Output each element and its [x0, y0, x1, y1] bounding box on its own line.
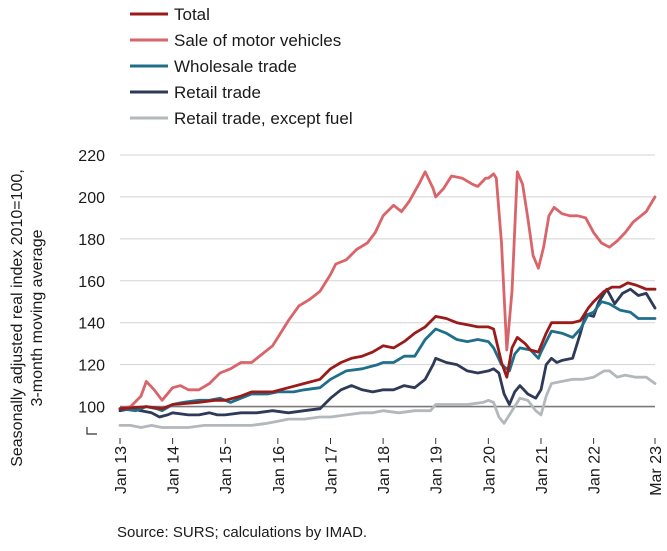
y-tick-label: 220 [78, 148, 105, 165]
x-tick-label: Jan 15 [218, 446, 235, 494]
series-line-sale-of-motor-vehicles [118, 170, 657, 411]
x-tick-label: Jan 17 [324, 446, 341, 494]
x-tick-label: Jan 21 [534, 446, 551, 494]
x-tick-label: Jan 16 [271, 446, 288, 494]
y-tick-label: 100 [78, 400, 105, 417]
series-line-wholesale-trade [118, 300, 657, 413]
legend-label: Retail trade, except fuel [174, 109, 353, 128]
x-axis: Jan 13 Jan 14 Jan 15 Jan 16 Jan 17 Jan 18 Jan … [113, 438, 665, 496]
legend-label: Total [174, 5, 210, 24]
series-line-retail-trade-except-fuel [118, 369, 657, 429]
series-line-retail-trade [118, 287, 657, 419]
series-lines [118, 170, 657, 429]
x-tick-label: Jan 19 [429, 446, 446, 494]
y-tick-label: 180 [78, 232, 105, 249]
y-tick-label: 140 [78, 316, 105, 333]
legend-label: Sale of motor vehicles [174, 31, 341, 50]
y-tick-label: 160 [78, 274, 105, 291]
y-tick-label: 200 [78, 190, 105, 207]
x-tick-label: Mar 23 [648, 446, 665, 496]
grid-lines [120, 154, 655, 408]
legend: Total Sale of motor vehicles Wholesale tra… [130, 5, 353, 128]
y-axis-break-marker [86, 427, 97, 435]
y-axis-label-line-2: 3-month moving average [29, 229, 46, 406]
y-axis-ticks: 100 120 140 160 180 200 220 [78, 148, 105, 417]
x-tick-label: Jan 20 [481, 446, 498, 494]
y-axis-label-line-1: Seasonally adjusted real index 2010=100, [9, 169, 26, 467]
x-tick-label: Jan 22 [587, 446, 604, 494]
x-tick-label: Jan 18 [376, 446, 393, 494]
legend-label: Wholesale trade [174, 57, 297, 76]
series-line-total [118, 281, 657, 411]
source-note: Source: SURS; calculations by IMAD. [117, 524, 368, 541]
y-tick-label: 120 [78, 358, 105, 375]
x-tick-label: Jan 14 [166, 446, 183, 494]
legend-label: Retail trade [174, 83, 261, 102]
x-tick-label: Jan 13 [113, 446, 130, 494]
